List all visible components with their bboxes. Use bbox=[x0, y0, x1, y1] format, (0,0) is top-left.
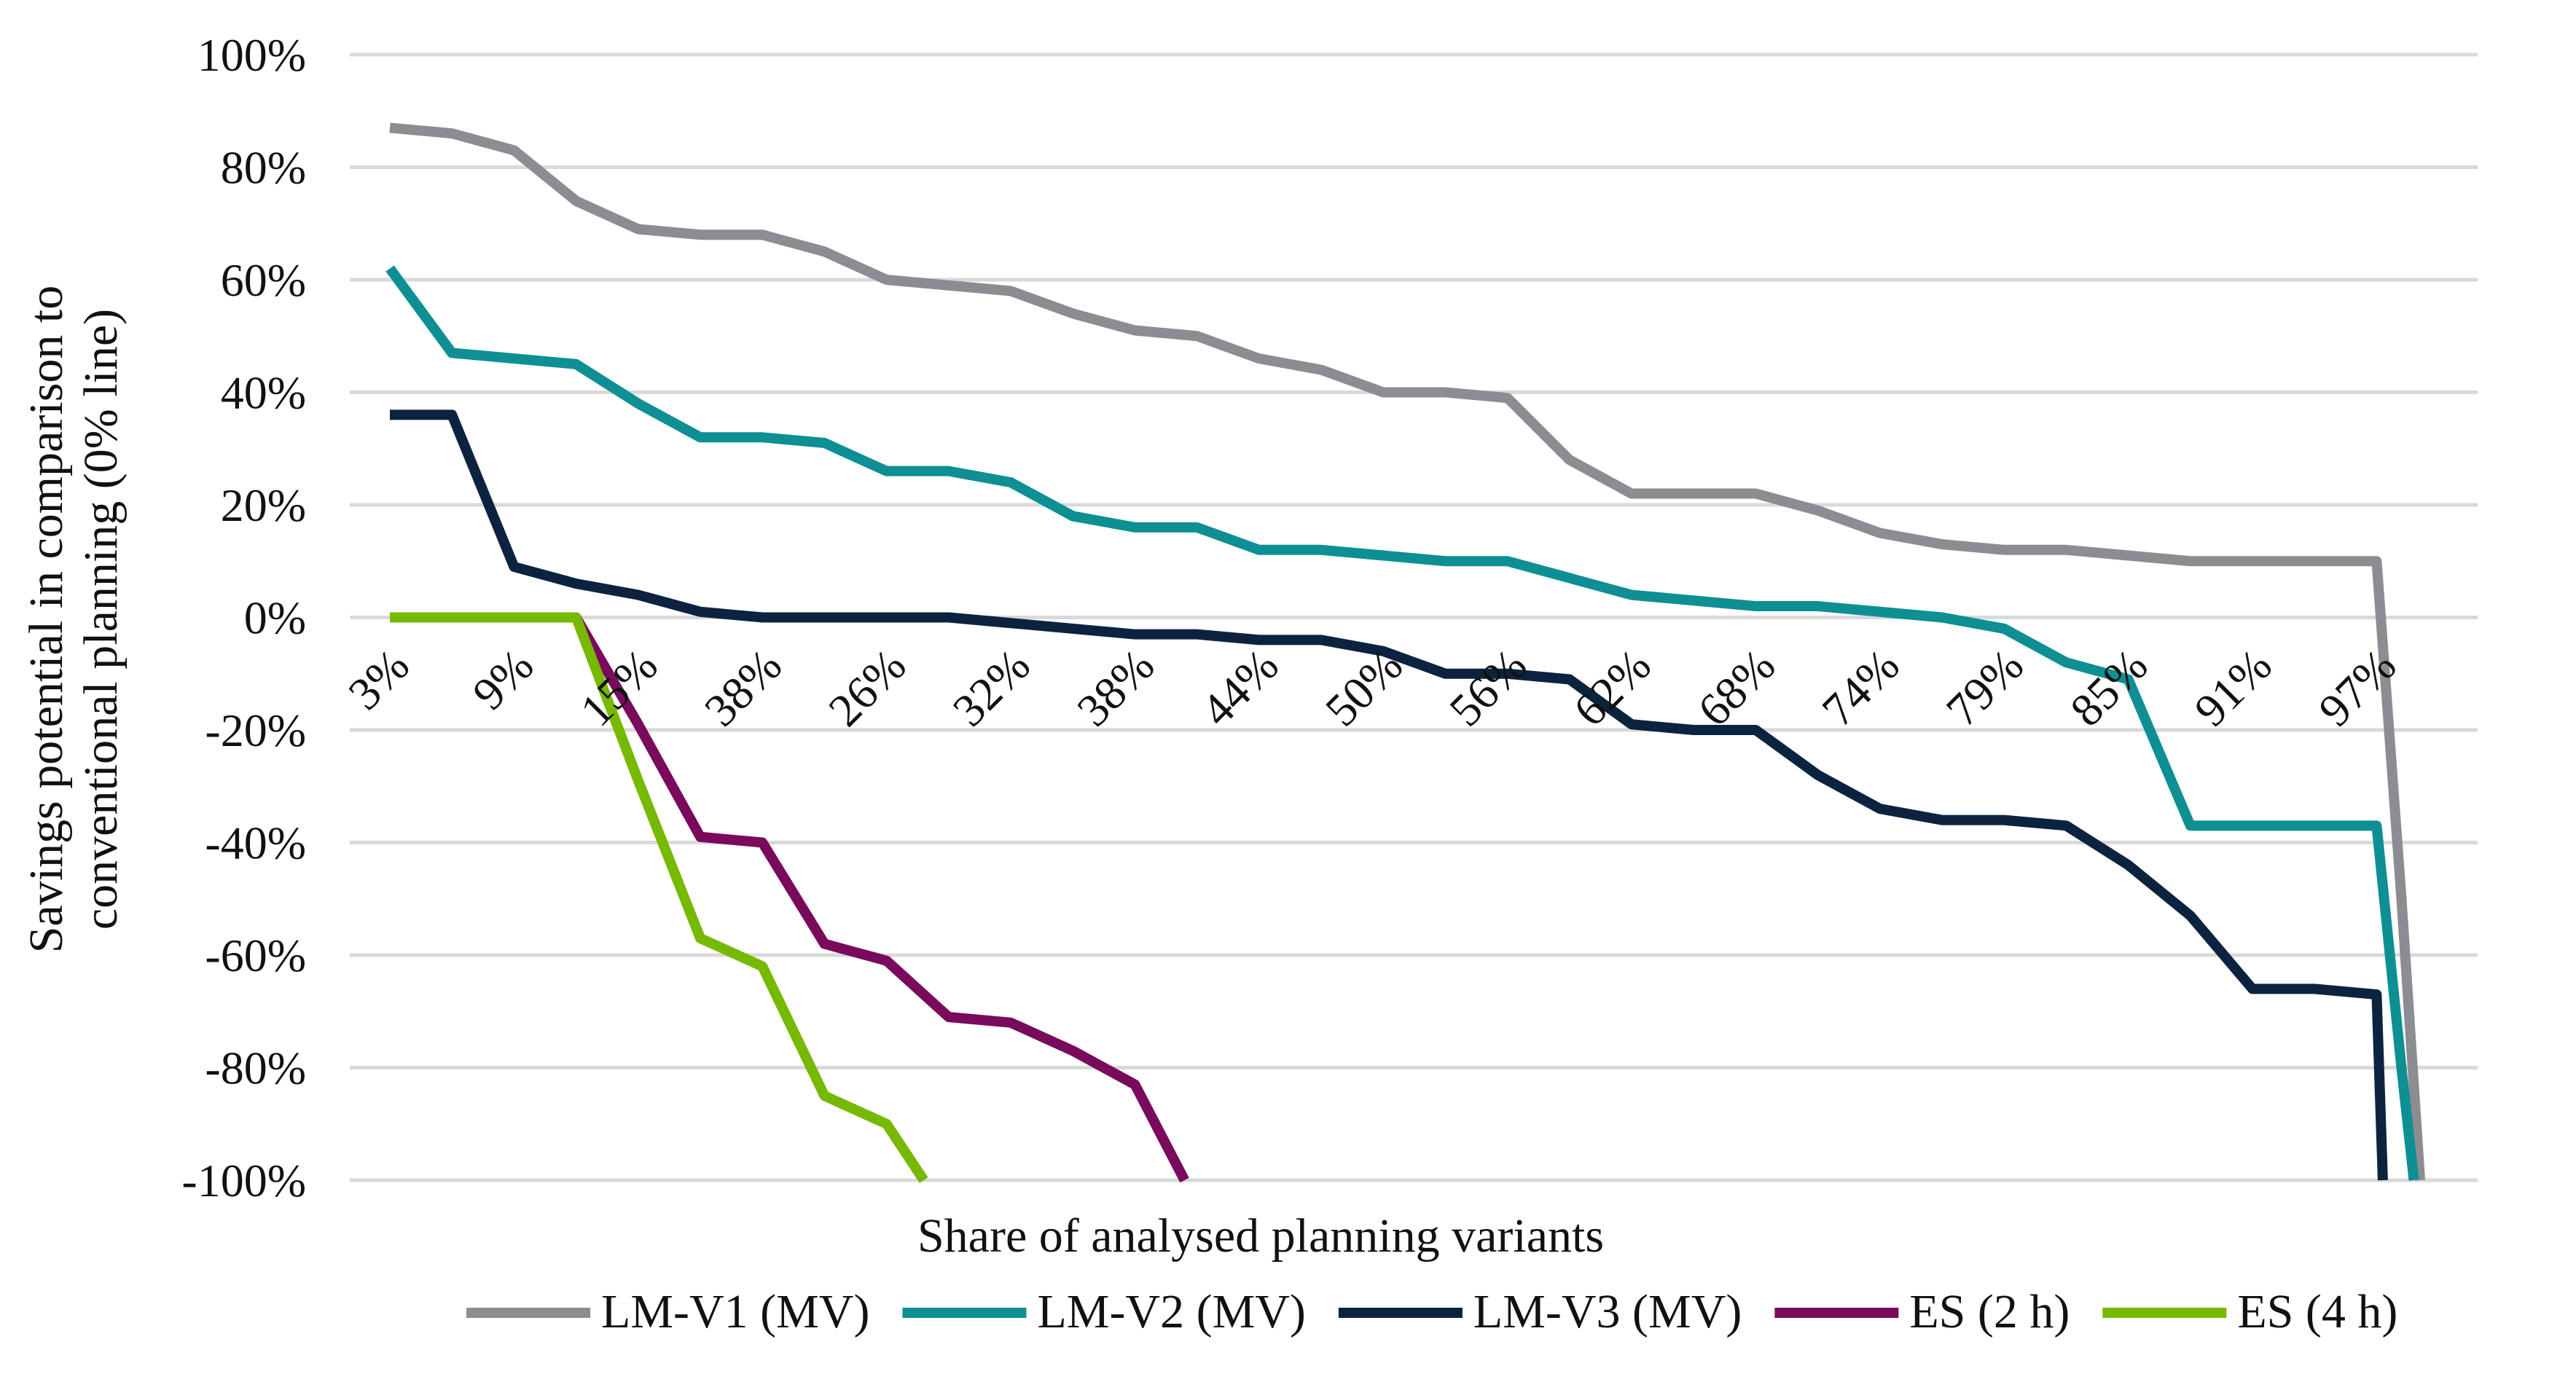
series-line-es-4-h bbox=[390, 612, 928, 1183]
gridlines bbox=[350, 52, 2478, 1182]
y-tick-label: 60% bbox=[221, 254, 306, 306]
y-tick-label: 80% bbox=[221, 142, 306, 194]
y-tick-label: -100% bbox=[181, 1155, 306, 1206]
y-tick-label: -20% bbox=[205, 704, 306, 756]
y-tick-label: -80% bbox=[205, 1043, 306, 1094]
x-tick-label: 56% bbox=[1439, 639, 1536, 736]
series-line-lm-v3-mv bbox=[390, 409, 2388, 1181]
y-tick-label: 100% bbox=[197, 29, 306, 81]
x-tick-label: 32% bbox=[943, 639, 1040, 736]
legend-item: LM-V3 (MV) bbox=[1338, 1285, 1742, 1338]
y-tick-label: 20% bbox=[221, 479, 306, 531]
y-tick-label: -60% bbox=[205, 930, 306, 981]
legend-label: ES (4 h) bbox=[2237, 1285, 2397, 1338]
x-tick-label: 68% bbox=[1688, 639, 1785, 736]
series-line-lm-v1-mv bbox=[389, 122, 2426, 1181]
legend: LM-V1 (MV) LM-V2 (MV) LM-V3 (MV) ES (2 h) ES… bbox=[466, 1285, 2397, 1338]
x-axis-title: Share of analysed planning variants bbox=[917, 1209, 1604, 1263]
series-lines bbox=[385, 122, 2426, 1183]
x-tick-label: 9% bbox=[463, 639, 544, 720]
series-line-lm-v2-mv bbox=[385, 265, 2419, 1181]
x-tick-label: 3% bbox=[338, 639, 419, 720]
legend-label: LM-V1 (MV) bbox=[601, 1285, 869, 1338]
y-axis-title: Savings potential in comparison to conve… bbox=[20, 286, 128, 954]
x-tick-label: 26% bbox=[818, 639, 915, 736]
x-tick-label: 79% bbox=[1936, 639, 2033, 736]
x-tick-label: 44% bbox=[1191, 639, 1288, 736]
y-axis-title-line-2: conventional planning (0% line) bbox=[74, 309, 128, 930]
y-tick-label: -40% bbox=[205, 817, 306, 869]
y-tick-label: 40% bbox=[221, 367, 306, 419]
x-tick-label: 74% bbox=[1812, 639, 1909, 736]
legend-label: LM-V3 (MV) bbox=[1473, 1285, 1742, 1338]
legend-item: LM-V1 (MV) bbox=[466, 1285, 869, 1338]
legend-item: ES (2 h) bbox=[1774, 1285, 2070, 1338]
legend-item: LM-V2 (MV) bbox=[902, 1285, 1306, 1338]
y-axis-title-line-1: Savings potential in comparison to bbox=[20, 286, 73, 954]
legend-label: ES (2 h) bbox=[1909, 1285, 2070, 1338]
x-tick-label: 38% bbox=[694, 639, 791, 736]
legend-item: ES (4 h) bbox=[2102, 1285, 2397, 1338]
legend-label: LM-V2 (MV) bbox=[1037, 1285, 1305, 1338]
x-tick-label: 91% bbox=[2185, 639, 2282, 736]
y-axis-ticks: 100% 80% 60% 40% 20% 0% -20% -40% -60% -80% -100% bbox=[181, 29, 306, 1206]
x-tick-label: 38% bbox=[1067, 639, 1164, 736]
x-axis-ticks: 3% 9% 15% 38% 26% 32% 38% 44% 50% 56% 62% 68% 74% 79%… bbox=[338, 639, 2405, 736]
y-tick-label: 0% bbox=[244, 592, 306, 644]
